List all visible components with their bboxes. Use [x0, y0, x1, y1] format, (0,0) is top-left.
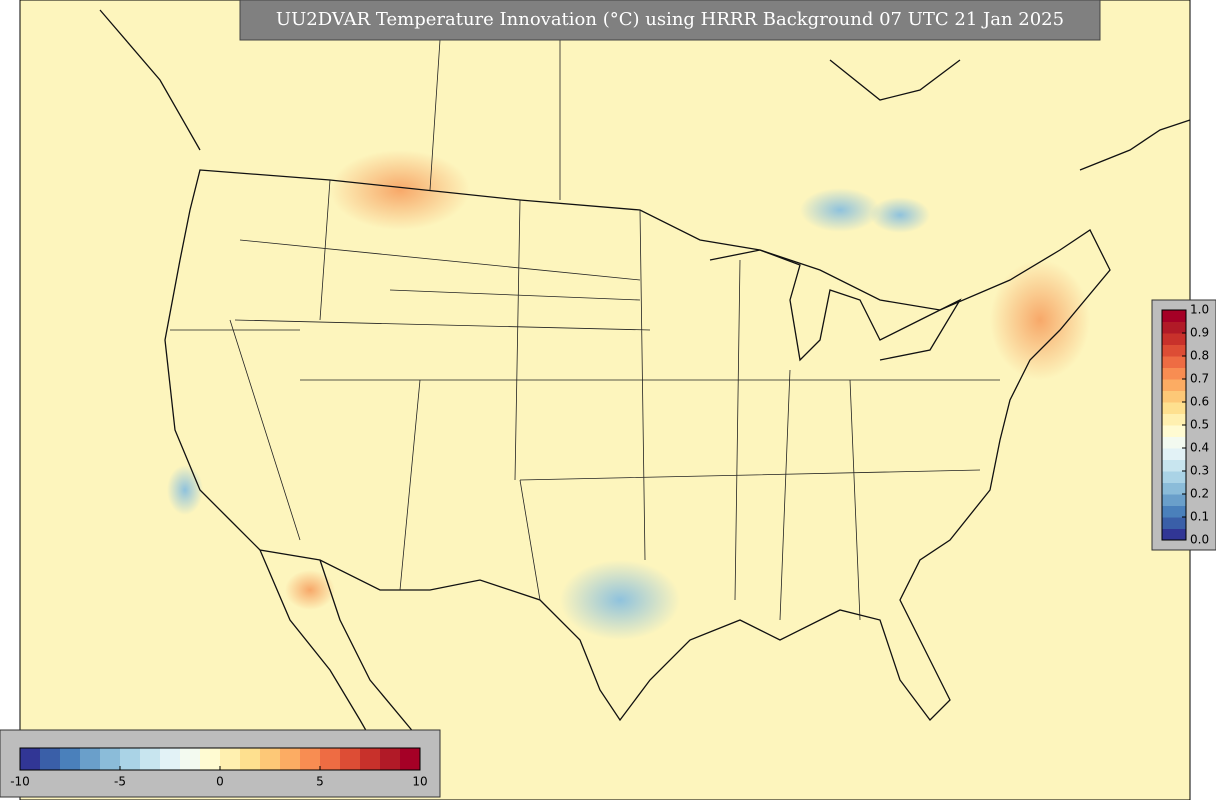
- colorbar-swatch: [160, 748, 181, 770]
- colorbar-swatch: [1162, 321, 1186, 334]
- colorbar-tick-label: 0: [216, 775, 224, 789]
- colorbar-swatch: [80, 748, 101, 770]
- colorbar-tick-label: 0.9: [1190, 326, 1209, 340]
- shade: [870, 197, 930, 233]
- colorbar-tick-label: 0.8: [1190, 349, 1209, 363]
- shade: [800, 188, 880, 232]
- colorbar-swatch: [20, 748, 41, 770]
- colorbar-swatch: [1162, 528, 1186, 541]
- colorbar-swatch: [1162, 310, 1186, 322]
- colorbar-tick-label: 5: [316, 775, 324, 789]
- colorbar-swatch: [1162, 459, 1186, 472]
- colorbar-swatch: [100, 748, 121, 770]
- colorbar-swatch: [180, 748, 201, 770]
- colorbar-swatch: [400, 748, 421, 770]
- colorbar-swatch: [240, 748, 261, 770]
- colorbar-swatch: [1162, 402, 1186, 414]
- colorbar-tick-label: 0.7: [1190, 372, 1209, 386]
- shade: [560, 560, 680, 640]
- state-borders: [170, 39, 1000, 621]
- shade: [285, 570, 335, 610]
- colorbar-tick-label: 10: [412, 775, 427, 789]
- shade: [167, 465, 203, 515]
- colorbar-swatch: [1162, 471, 1186, 483]
- colorbar-swatch: [1162, 505, 1186, 518]
- colorbar-swatch: [1162, 356, 1186, 368]
- map-title: UU2DVAR Temperature Innovation (°C) usin…: [276, 9, 1064, 30]
- colorbar-swatch: [1162, 482, 1186, 495]
- colorbar-tick-label: 1.0: [1190, 303, 1209, 317]
- colorbar-tick-label: -5: [114, 775, 126, 789]
- colorbar-swatch: [200, 748, 221, 770]
- colorbar-swatch: [1162, 436, 1186, 449]
- colorbar-tick-label: 0.5: [1190, 418, 1209, 432]
- colorbar-swatch: [1162, 448, 1186, 460]
- shade: [990, 260, 1090, 380]
- colorbar-swatch: [1162, 344, 1186, 357]
- colorbar-swatch: [60, 748, 81, 770]
- colorbar-tick-label: 0.2: [1190, 487, 1209, 501]
- colorbar-swatch: [360, 748, 381, 770]
- colorbar-swatch: [40, 748, 61, 770]
- colorbar-swatch: [340, 748, 361, 770]
- borders: [170, 39, 1000, 621]
- colorbar-swatch: [1162, 379, 1186, 391]
- colorbar-tick-label: 0.0: [1190, 533, 1209, 547]
- colorbar-swatch: [1162, 517, 1186, 529]
- colorbar-swatch: [1162, 390, 1186, 403]
- colorbar-swatch: [300, 748, 321, 770]
- colorbar-swatch: [1162, 333, 1186, 345]
- colorbar-tick-label: 0.3: [1190, 464, 1209, 478]
- colorbar-tick-label: -10: [10, 775, 30, 789]
- colorbar-swatch: [260, 748, 281, 770]
- colorbar-swatch: [120, 748, 141, 770]
- field-shading: [167, 150, 1090, 640]
- great-lakes: [709, 249, 962, 362]
- colorbar-swatch: [320, 748, 341, 770]
- colorbar-swatch: [140, 748, 161, 770]
- colorbar-tick-label: 0.4: [1190, 441, 1209, 455]
- shade: [330, 150, 470, 230]
- colorbar-tick-label: 0.1: [1190, 510, 1209, 524]
- colorbar-swatch: [280, 748, 301, 770]
- us-outline: [164, 169, 1111, 722]
- map-background: [19, 0, 1191, 800]
- colorbar-swatch: [1162, 367, 1186, 380]
- colorbar-tick-label: 0.6: [1190, 395, 1209, 409]
- canada-coast: [99, 9, 1191, 171]
- colorbar-swatch: [1162, 413, 1186, 426]
- title-box: [239, 0, 1101, 41]
- colorbar-swatch: [1162, 425, 1186, 437]
- colorbar-swatch: [1162, 494, 1186, 506]
- colorbar-swatch: [380, 748, 401, 770]
- colorbar-swatch: [220, 748, 241, 770]
